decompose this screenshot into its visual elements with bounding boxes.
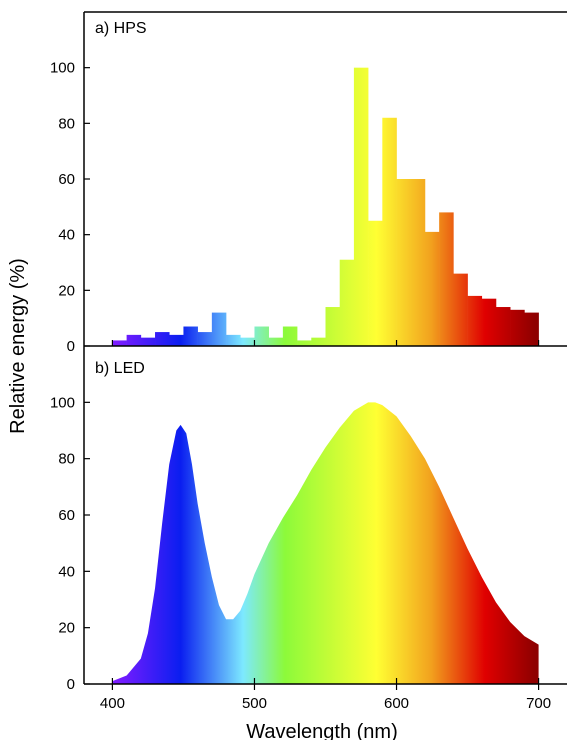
y-tick-label: 40 bbox=[58, 563, 75, 580]
y-axis-title: Relative energy (%) bbox=[7, 258, 29, 434]
hps-bar bbox=[240, 337, 255, 346]
hps-bar bbox=[339, 259, 355, 346]
hps-bar bbox=[396, 179, 412, 346]
hps-bar bbox=[495, 307, 511, 346]
y-tick-label: 100 bbox=[50, 60, 75, 77]
x-tick-label: 600 bbox=[384, 695, 409, 712]
hps-bar bbox=[424, 231, 440, 346]
panel-hps: 0 20 40 60 80 100 bbox=[50, 11, 567, 355]
x-tick-label: 400 bbox=[100, 695, 125, 712]
x-axis-title: Wavelength (nm) bbox=[246, 721, 398, 740]
hps-bar bbox=[226, 334, 241, 346]
y-tick-label: 20 bbox=[58, 620, 75, 637]
y-tick-label: 60 bbox=[58, 171, 75, 188]
hps-bar bbox=[112, 340, 127, 346]
hps-bar bbox=[439, 212, 454, 346]
panel-b-label: b) LED bbox=[95, 360, 145, 377]
y-tick-label: 20 bbox=[58, 282, 75, 299]
led-spectrum-area bbox=[112, 402, 539, 684]
hps-bar bbox=[126, 334, 142, 346]
x-tick-label: 500 bbox=[242, 695, 267, 712]
hps-bar bbox=[155, 332, 170, 346]
y-tick-label: 0 bbox=[67, 676, 75, 693]
y-tick-label: 80 bbox=[58, 115, 75, 132]
hps-bar bbox=[297, 340, 312, 346]
hps-bar bbox=[282, 326, 298, 346]
x-tick-label: 700 bbox=[526, 695, 551, 712]
hps-bar bbox=[453, 273, 468, 346]
hps-bar bbox=[311, 337, 326, 346]
hps-bar bbox=[467, 295, 483, 346]
hps-bar bbox=[268, 337, 284, 346]
hps-bar bbox=[183, 326, 198, 346]
y-tick-label: 100 bbox=[50, 394, 75, 411]
hps-bar bbox=[382, 117, 397, 347]
y-tick-label: 0 bbox=[67, 338, 75, 355]
hps-bar bbox=[197, 332, 213, 346]
hps-bar bbox=[211, 312, 227, 346]
hps-bar bbox=[510, 309, 525, 346]
y-tick-label: 60 bbox=[58, 507, 75, 524]
hps-bar bbox=[169, 334, 184, 346]
hps-bar bbox=[524, 312, 539, 346]
panel-led: 0 20 40 60 80 100 bbox=[50, 346, 567, 693]
x-axis: 400 500 600 700 bbox=[100, 684, 551, 712]
y-tick-label: 80 bbox=[58, 451, 75, 468]
hps-bar bbox=[254, 326, 269, 346]
hps-bar bbox=[353, 67, 369, 347]
y-tick-label: 40 bbox=[58, 227, 75, 244]
panel-a-label: a) HPS bbox=[95, 20, 147, 37]
hps-bar bbox=[410, 179, 426, 346]
hps-bar bbox=[325, 307, 341, 346]
hps-bar bbox=[368, 220, 383, 346]
hps-bar bbox=[481, 298, 497, 346]
hps-bar bbox=[140, 337, 156, 346]
